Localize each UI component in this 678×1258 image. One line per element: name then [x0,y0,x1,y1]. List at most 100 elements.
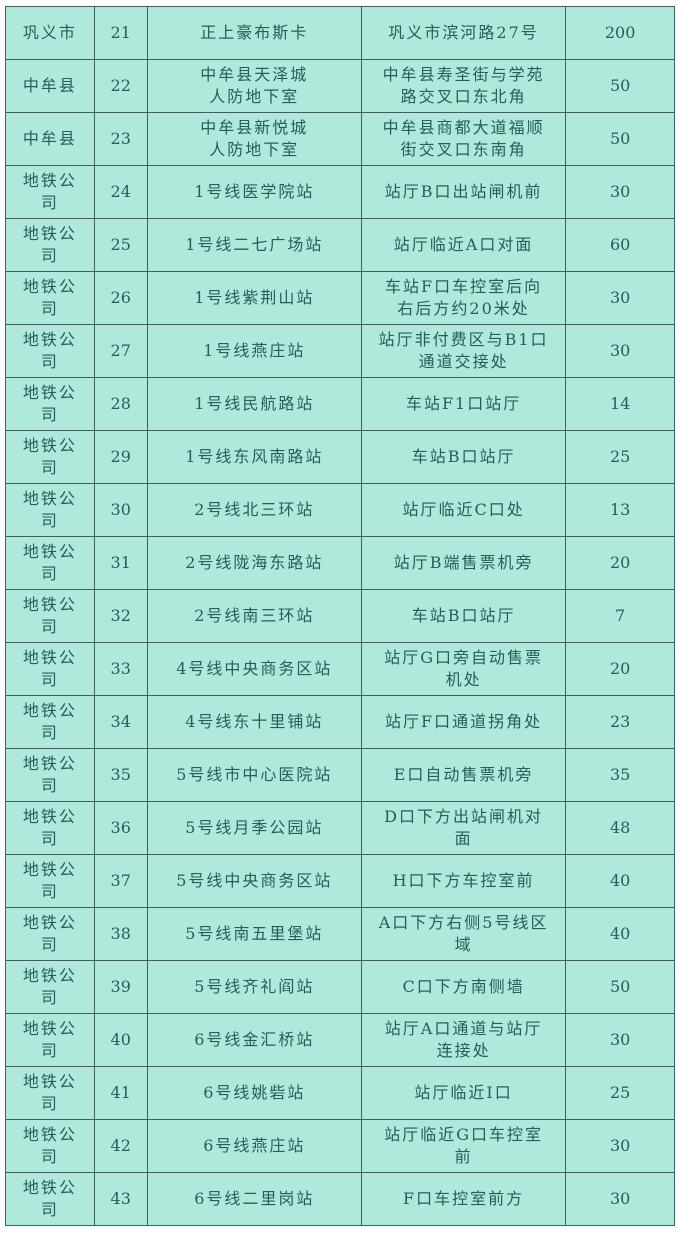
cell-text-line: 路交叉口东北角 [400,87,527,106]
cell-text-line: 中牟县天泽城 [200,65,309,84]
unit-cell: 地铁公司 [5,483,95,537]
cell-text-line: 地铁公 [22,1125,77,1144]
cell-text-line: H口下方车控室前 [392,871,535,890]
location-cell: 站厅B端售票机旁 [360,536,567,590]
cell-text-line: 车站F口车控室后向 [385,277,543,296]
cell-text-line: 司 [40,829,59,848]
unit-cell: 地铁公司 [5,377,95,431]
cell-text-line: 地铁公 [22,860,77,879]
site-name-cell: 5号线中央商务区站 [146,854,362,908]
number-cell: 25 [93,218,148,272]
number-cell: 24 [93,165,148,219]
table-row: 地铁公司 38 5号线南五里堡站 A口下方右侧5号线区域 40 [5,907,675,961]
cell-text-line: 站厅临近A口对面 [393,235,534,254]
capacity-cell: 50 [565,960,675,1014]
cell-text-line: 司 [40,246,59,265]
site-name-cell: 中牟县新悦城 人防地下室 [146,112,362,166]
number-cell: 43 [93,1172,148,1226]
number-cell: 42 [93,1119,148,1173]
cell-text-line: 中牟县寿圣街与学苑 [382,65,545,84]
site-name-cell: 6号线燕庄站 [146,1119,362,1173]
number-cell: 33 [93,642,148,696]
cell-text-line: 地铁公 [22,1019,77,1038]
cell-text-line: 6号线金汇桥站 [194,1030,315,1049]
site-name-cell: 5号线月季公园站 [146,801,362,855]
cell-text-line: 2号线陇海东路站 [185,553,324,572]
cell-text-line: E口自动售票机旁 [393,765,534,784]
cell-text-line: 5号线南五里堡站 [185,924,324,943]
cell-text-line: 司 [40,458,59,477]
capacity-cell: 13 [565,483,675,537]
cell-text-line: 站厅A口通道与站厅 [384,1019,543,1038]
location-cell: 中牟县寿圣街与学苑 路交叉口东北角 [360,59,567,113]
cell-text-line: 站厅B口出站闸机前 [384,182,543,201]
cell-text-line: 地铁公 [22,171,77,190]
cell-text-line: 1号线紫荆山站 [194,288,315,307]
location-cell: 车站F1口站厅 [360,377,567,431]
cell-text-line: 1号线燕庄站 [203,341,306,360]
table-row: 中牟县 23 中牟县新悦城 人防地下室 中牟县商都大道福顺 街交叉口东南角 50 [5,112,675,166]
unit-cell: 地铁公司 [5,430,95,484]
cell-text-line: 地铁公 [22,966,77,985]
cell-text-line: 地铁公 [22,1178,77,1197]
cell-text-line: 司 [40,193,59,212]
unit-cell: 地铁公司 [5,271,95,325]
unit-cell: 地铁公司 [5,324,95,378]
location-cell: H口下方车控室前 [360,854,567,908]
number-cell: 23 [93,112,148,166]
number-cell: 36 [93,801,148,855]
cell-text-line: 站厅G口旁自动售票 [384,648,543,667]
capacity-cell: 35 [565,748,675,802]
cell-text-line: 机处 [445,670,482,689]
cell-text-line: 5号线中央商务区站 [176,871,333,890]
unit-cell: 地铁公司 [5,748,95,802]
cell-text-line: 站厅非付费区与B1口 [378,330,549,349]
unit-cell: 地铁公司 [5,1119,95,1173]
site-name-cell: 正上豪布斯卡 [146,6,362,60]
location-cell: D口下方出站闸机对面 [360,801,567,855]
cell-text-line: 司 [40,511,59,530]
table-row: 地铁公司 42 6号线燕庄站 站厅临近G口车控室前 30 [5,1119,675,1173]
site-name-cell: 1号线东风南路站 [146,430,362,484]
capacity-cell: 50 [565,112,675,166]
cell-text-line: 6号线燕庄站 [203,1136,306,1155]
site-name-cell: 4号线东十里铺站 [146,695,362,749]
number-cell: 32 [93,589,148,643]
cell-text-line: 地铁公 [22,489,77,508]
table-row: 地铁公司 40 6号线金汇桥站 站厅A口通道与站厅 连接处 30 [5,1013,675,1067]
table-row: 地铁公司 24 1号线医学院站 站厅B口出站闸机前 30 [5,165,675,219]
cell-text-line: 司 [40,1094,59,1113]
number-cell: 41 [93,1066,148,1120]
location-cell: E口自动售票机旁 [360,748,567,802]
cell-text-line: 站厅临近C口处 [402,500,525,519]
unit-cell: 地铁公司 [5,1066,95,1120]
cell-text-line: 司 [40,935,59,954]
number-cell: 38 [93,907,148,961]
location-cell: 中牟县商都大道福顺 街交叉口东南角 [360,112,567,166]
site-name-cell: 5号线齐礼阎站 [146,960,362,1014]
cell-text-line: D口下方出站闸机对 [384,807,543,826]
number-cell: 37 [93,854,148,908]
cell-text-line: 站厅临近I口 [414,1083,513,1102]
table-row: 中牟县 22 中牟县天泽城 人防地下室 中牟县寿圣街与学苑 路交叉口东北角 50 [5,59,675,113]
shelter-table: 巩义市 21 正上豪布斯卡 巩义市滨河路27号 200 中牟县 22 中牟县天泽城 人防地下室中… [5,6,675,1226]
cell-text-line: 5号线月季公园站 [185,818,324,837]
site-name-cell: 5号线南五里堡站 [146,907,362,961]
unit-cell: 地铁公司 [5,695,95,749]
location-cell: 站厅A口通道与站厅 连接处 [360,1013,567,1067]
cell-text-line: 司 [40,1041,59,1060]
number-cell: 26 [93,271,148,325]
number-cell: 31 [93,536,148,590]
cell-text-line: 2号线南三环站 [194,606,315,625]
cell-text-line: 司 [40,405,59,424]
capacity-cell: 30 [565,1013,675,1067]
cell-text-line: 司 [40,723,59,742]
cell-text-line: 6号线姚砦站 [203,1083,306,1102]
table-row: 地铁公司 32 2号线南三环站 车站B口站厅 7 [5,589,675,643]
table-row: 地铁公司 30 2号线北三环站 站厅临近C口处 13 [5,483,675,537]
site-name-cell: 1号线二七广场站 [146,218,362,272]
cell-text-line: 站厅临近G口车控室 [384,1125,543,1144]
cell-text-line: 车站B口站厅 [411,447,516,466]
site-name-cell: 1号线紫荆山站 [146,271,362,325]
number-cell: 27 [93,324,148,378]
